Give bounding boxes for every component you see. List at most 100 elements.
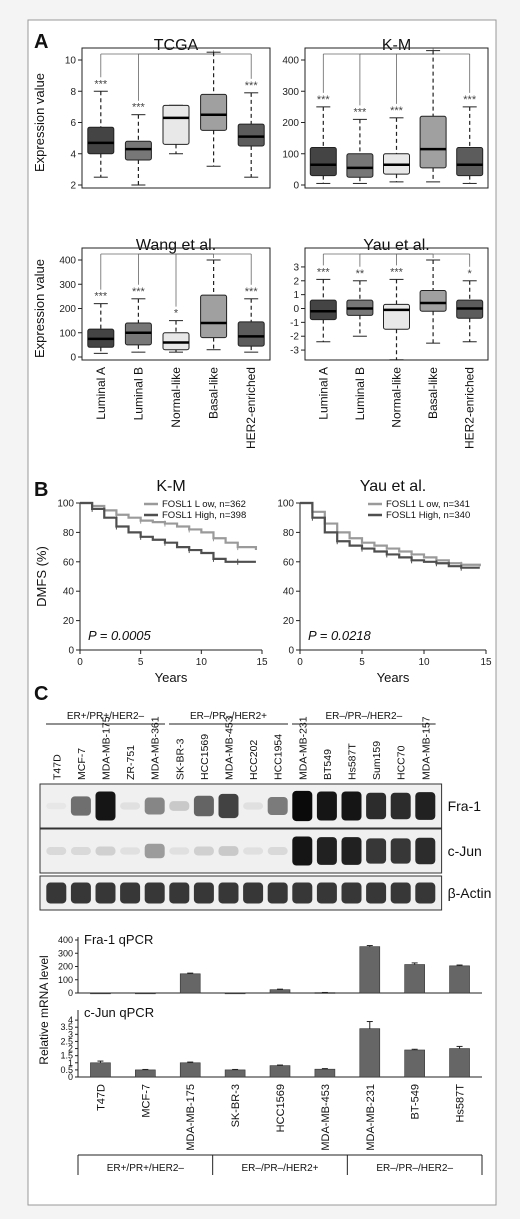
significance-marker: *** (317, 266, 331, 278)
blot-band (169, 882, 190, 904)
blot-band (267, 847, 288, 855)
box-iqr (456, 147, 484, 177)
lane-label: MDA-MB-231 (297, 716, 309, 780)
blot-band (267, 882, 288, 904)
bottom-group-label: ER–/PR–/HER2+ (242, 1163, 319, 1174)
blot-band (316, 837, 337, 865)
blot-band (70, 796, 91, 816)
blot-band (46, 847, 67, 855)
y-tick-label: 0 (293, 181, 299, 192)
blot-label: c-Jun (448, 843, 482, 859)
y-tick-label: 40 (283, 587, 295, 598)
y-tick-label: 1 (68, 1058, 73, 1068)
qpcr-bar (359, 946, 381, 994)
x-category-label: HER2-enriched (244, 367, 258, 449)
qpcr-title: Fra-1 qPCR (84, 932, 153, 947)
box-luminal-b (346, 118, 374, 184)
y-tick-label: 10 (65, 56, 77, 67)
y-tick-label: 0 (70, 353, 76, 364)
qpcr-bar (179, 973, 201, 994)
figure-frame (27, 19, 497, 1206)
x-tick-label: 10 (196, 657, 208, 668)
boxplot-1: K-M 0 100 200 300 400 *** *** *** *** (282, 37, 489, 192)
y-axis-label: Expression value (32, 259, 47, 358)
lane-label: Hs587T (347, 743, 359, 780)
blot-band (218, 882, 239, 904)
legend-entry: FOSL1 High, n=398 (162, 510, 246, 521)
box-iqr (309, 299, 337, 321)
box-iqr (87, 126, 115, 155)
y-tick-label: 300 (282, 87, 299, 98)
y-tick-label: 300 (58, 948, 73, 958)
qpcr-chart-0: 0 100 200 300 400 Fra-1 qPCR (58, 932, 482, 998)
blot-band (46, 802, 67, 810)
box-luminal-a (87, 303, 115, 354)
blot-band (70, 847, 91, 855)
y-tick-label: 2.5 (60, 1036, 73, 1046)
lane-label: MCF-7 (76, 748, 88, 780)
blot-band (95, 846, 116, 856)
box-iqr (346, 153, 374, 178)
y-tick-label: 100 (58, 975, 73, 985)
significance-marker: *** (245, 286, 259, 298)
survival-plot-0: K-M 0 5 10 15 0 20 40 60 80 100 Years DMFS (%) FOSL1 … (34, 478, 268, 685)
lane-label: BT549 (322, 749, 334, 780)
qpcr-category-label: BT-549 (410, 1084, 422, 1119)
lane-label: Sum159 (371, 741, 383, 780)
qpcr-y-axis-label: Relative mRNA level (37, 955, 51, 1064)
x-tick-label: 0 (77, 657, 83, 668)
blot-band (169, 801, 190, 811)
blot-band (292, 836, 313, 866)
box-basal-like (419, 50, 447, 183)
y-tick-label: 200 (282, 118, 299, 129)
panel-label-a: A (34, 31, 48, 53)
blot-group-label: ER–/PR–/HER2– (325, 711, 402, 722)
bottom-group-label: ER–/PR–/HER2– (376, 1163, 453, 1174)
blot-band (366, 882, 387, 904)
p-value: P = 0.0218 (308, 628, 372, 643)
qpcr-category-label: MDA-MB-231 (365, 1084, 377, 1151)
blot-band (316, 791, 337, 821)
y-tick-label: 4 (70, 149, 76, 160)
qpcr-bar (224, 992, 246, 995)
y-tick-label: -3 (290, 346, 299, 357)
blot-band (193, 846, 214, 856)
bottom-group-label: ER+/PR+/HER2– (107, 1163, 185, 1174)
blot-band (292, 882, 313, 904)
y-tick-label: 300 (59, 280, 76, 291)
significance-marker: * (468, 268, 473, 280)
lane-label: HCC70 (396, 745, 408, 780)
y-tick-label: 200 (59, 304, 76, 315)
box-iqr (162, 104, 190, 145)
significance-marker: * (174, 308, 179, 320)
blot-band (366, 838, 387, 864)
x-category-label: HER2-enriched (463, 367, 477, 449)
significance-marker: *** (132, 102, 146, 114)
qpcr-bar (404, 964, 425, 994)
box-iqr (237, 321, 265, 347)
x-category-label: Normal-like (169, 367, 183, 428)
y-tick-label: 3.5 (60, 1022, 73, 1032)
lane-label: MDA-MB-175 (101, 716, 113, 780)
box-iqr (383, 303, 410, 330)
qpcr-bar (449, 965, 470, 994)
blot-band (341, 882, 362, 904)
box-normal-like (383, 278, 410, 361)
plot-frame (81, 247, 271, 361)
y-tick-label: 1.5 (60, 1051, 73, 1061)
x-category-label: Luminal B (131, 367, 145, 420)
box-her2-enriched (237, 298, 265, 353)
y-tick-label: 4 (68, 1015, 73, 1025)
y-tick-label: 2 (68, 1044, 73, 1054)
plot-frame (304, 47, 489, 189)
blot-band (218, 846, 239, 856)
blot-band (415, 837, 436, 865)
legend-entry: FOSL1 L ow, n=341 (386, 499, 470, 510)
y-tick-label: 40 (63, 587, 75, 598)
y-tick-label: 80 (283, 528, 295, 539)
boxplot-0: TCGA 2 4 6 8 10 *** *** *** Expression value (32, 37, 271, 192)
blot-band (70, 882, 91, 904)
qpcr-category-label: HCC1569 (275, 1084, 287, 1132)
